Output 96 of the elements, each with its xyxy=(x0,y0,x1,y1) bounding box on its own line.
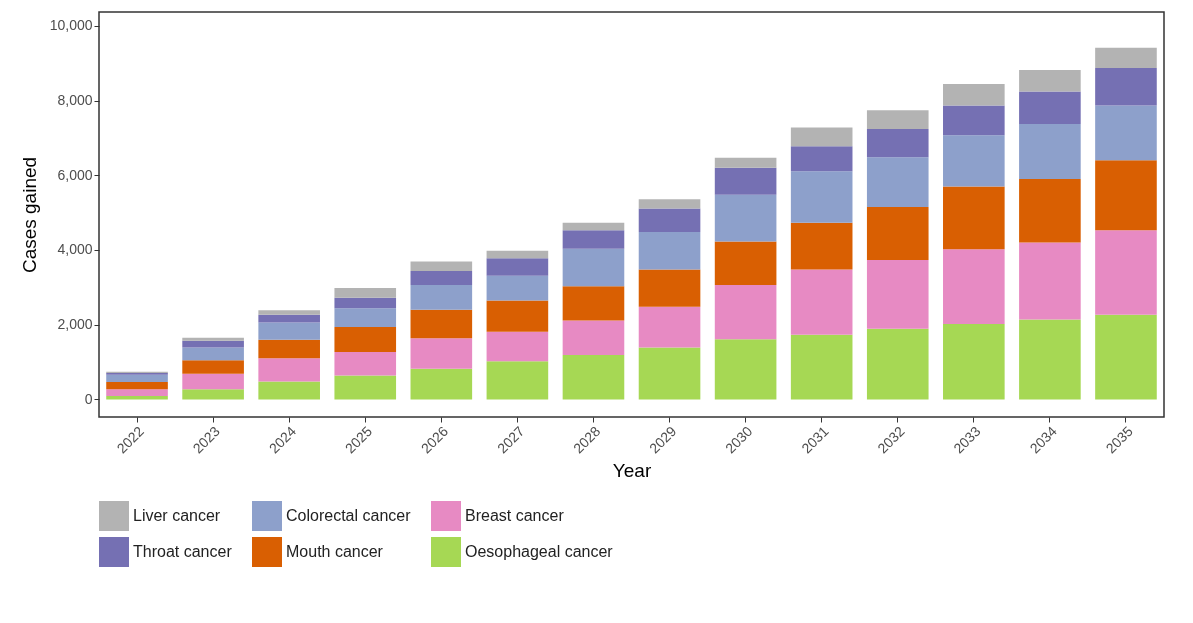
bar xyxy=(943,84,1005,106)
bar xyxy=(486,275,549,301)
bar xyxy=(106,381,168,390)
bar xyxy=(334,308,397,327)
bar xyxy=(1019,179,1081,243)
bar xyxy=(562,230,625,249)
bar xyxy=(943,135,1005,187)
bar xyxy=(258,339,320,359)
bar xyxy=(486,300,549,332)
bar xyxy=(334,297,397,309)
bar xyxy=(714,194,777,242)
bar xyxy=(943,105,1005,136)
bar xyxy=(1095,160,1157,231)
bar xyxy=(410,338,473,369)
bar xyxy=(258,310,320,315)
bar xyxy=(258,322,320,340)
bar xyxy=(638,306,701,348)
bar xyxy=(334,375,397,400)
bar xyxy=(866,260,929,329)
bar xyxy=(486,258,549,276)
bar xyxy=(334,326,397,352)
bar xyxy=(866,157,929,208)
bar xyxy=(562,354,625,400)
bar xyxy=(790,222,853,270)
bar xyxy=(182,389,244,400)
bar xyxy=(714,241,777,286)
bar xyxy=(410,285,473,310)
legend-label: Breast cancer xyxy=(465,507,565,524)
bar xyxy=(410,368,473,400)
bar xyxy=(638,232,701,270)
x-axis-title: Year xyxy=(612,460,652,482)
bar xyxy=(1095,105,1157,161)
bar xyxy=(866,207,929,261)
bar xyxy=(1095,314,1157,400)
bar xyxy=(790,127,853,147)
bar xyxy=(410,309,473,339)
y-tick-label: 0 xyxy=(84,390,93,407)
bar xyxy=(106,374,168,382)
bar xyxy=(562,286,625,321)
bar xyxy=(258,314,320,323)
bar xyxy=(1095,230,1157,315)
bar xyxy=(1019,91,1081,125)
legend-label: Throat cancer xyxy=(133,543,233,560)
bar xyxy=(714,285,777,340)
y-tick-label: 6,000 xyxy=(57,166,93,183)
bar xyxy=(638,347,701,400)
bar xyxy=(562,248,625,287)
bar xyxy=(638,199,701,209)
bar xyxy=(866,128,929,158)
legend-label: Colorectal cancer xyxy=(286,507,412,524)
bar xyxy=(790,146,853,172)
bar xyxy=(638,208,701,233)
bar xyxy=(106,396,168,400)
bar xyxy=(106,389,168,397)
bar xyxy=(943,186,1005,250)
bar xyxy=(866,328,929,400)
bar xyxy=(714,157,777,168)
legend-label: Mouth cancer xyxy=(286,543,384,560)
legend-label: Liver cancer xyxy=(133,507,221,524)
bar xyxy=(182,337,244,341)
bar xyxy=(790,171,853,223)
bar xyxy=(410,270,473,286)
bar xyxy=(486,331,549,362)
bar xyxy=(562,222,625,231)
bar xyxy=(1095,68,1157,106)
bar xyxy=(182,347,244,361)
bar xyxy=(638,269,701,307)
bar xyxy=(1019,69,1081,92)
y-tick-label: 8,000 xyxy=(57,92,93,109)
bar xyxy=(1019,124,1081,180)
y-tick-label: 2,000 xyxy=(57,316,93,333)
bar xyxy=(714,167,777,195)
bar xyxy=(182,373,244,390)
bar xyxy=(790,269,853,335)
bar xyxy=(714,339,777,400)
bar xyxy=(334,351,397,376)
bar xyxy=(258,381,320,400)
bar xyxy=(410,261,473,271)
bar xyxy=(562,320,625,355)
y-axis-title: Cases gained xyxy=(18,156,40,274)
bar xyxy=(1095,47,1157,69)
bar xyxy=(943,249,1005,324)
legend-label: Oesophageal cancer xyxy=(465,543,614,560)
bar xyxy=(258,358,320,382)
bar xyxy=(790,334,853,400)
bar xyxy=(334,288,397,298)
y-tick-label: 4,000 xyxy=(57,241,93,258)
bar xyxy=(486,250,549,259)
bar xyxy=(1019,319,1081,400)
bar xyxy=(866,110,929,129)
bar xyxy=(182,360,244,374)
y-tick-label: 10,000 xyxy=(49,17,93,34)
bar xyxy=(943,323,1005,400)
bar xyxy=(1019,242,1081,320)
bar xyxy=(486,361,549,400)
bar xyxy=(182,340,244,348)
